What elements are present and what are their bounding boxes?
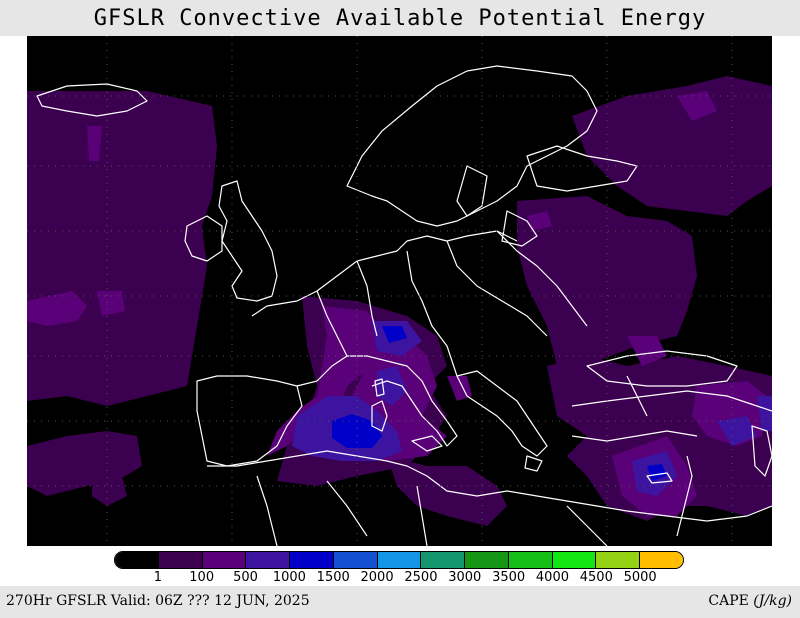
legend-tick-label: 5000 [623, 570, 657, 585]
coastlines [36, 65, 772, 546]
field-label: CAPE [708, 593, 749, 609]
units-label: CAPE (J/kg) [708, 593, 792, 609]
chart-title: GFSLR Convective Available Potential Ene… [93, 5, 707, 31]
graticule [27, 36, 772, 546]
legend-swatch [596, 552, 641, 568]
cape-peak-fields [332, 326, 667, 481]
legend-swatch [508, 552, 553, 568]
color-legend [114, 551, 684, 569]
title-bar: GFSLR Convective Available Potential Ene… [0, 0, 800, 36]
legend-swatch [465, 552, 509, 568]
cape-map-svg [27, 36, 772, 546]
legend-tick-label: 100 [189, 570, 215, 585]
legend-swatch [202, 552, 247, 568]
legend-tick-label: 3000 [448, 570, 482, 585]
legend-swatch [158, 552, 203, 568]
cape-low-fields [27, 76, 772, 526]
legend-swatch [115, 552, 159, 568]
legend-bar [114, 551, 684, 569]
legend-tick-label: 2500 [404, 570, 438, 585]
legend-tick-label: 500 [233, 570, 258, 585]
footer-bar: 270Hr GFSLR Valid: 06Z ??? 12 JUN, 2025 … [0, 586, 800, 618]
legend-tick-label: 1 [153, 570, 162, 585]
legend-tick-label: 4500 [579, 570, 613, 585]
legend-swatch [552, 552, 597, 568]
legend-tick-label: 3500 [492, 570, 526, 585]
legend-swatch [333, 552, 378, 568]
legend-swatch [421, 552, 466, 568]
valid-time-label: 270Hr GFSLR Valid: 06Z ??? 12 JUN, 2025 [6, 593, 310, 609]
legend-tick-label: 4000 [535, 570, 569, 585]
legend-swatch [290, 552, 334, 568]
legend-tick-label: 1000 [272, 570, 306, 585]
legend-swatch [246, 552, 291, 568]
legend-tick-label: 2000 [360, 570, 394, 585]
legend-swatch [377, 552, 422, 568]
units-text: (J/kg) [753, 593, 792, 609]
legend-labels: 1 100 500 1000 1500 2000 2500 3000 3500 4000 4500 5… [114, 570, 714, 586]
legend-swatch [640, 552, 683, 568]
legend-tick-label: 1500 [316, 570, 350, 585]
cape-map [27, 36, 772, 546]
